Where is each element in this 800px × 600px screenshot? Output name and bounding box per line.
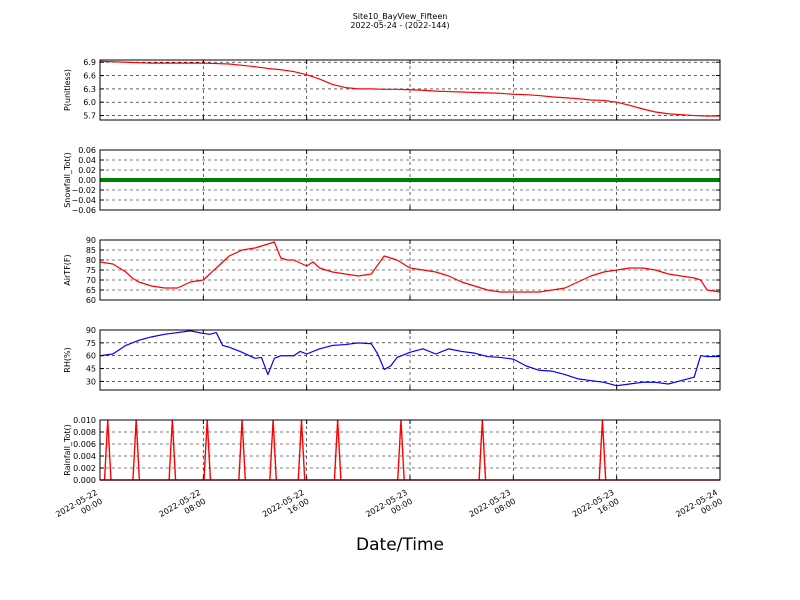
y-tick-label: 45: [86, 365, 96, 374]
y-tick-label: −0.06: [71, 206, 96, 215]
y-tick-label: 0.00: [78, 176, 96, 185]
panel-frame: [99, 419, 721, 481]
y-tick-label: 0.000: [73, 476, 96, 485]
rainfall-spike: [478, 419, 487, 481]
y-tick-label: 0.010: [73, 416, 96, 425]
y-tick-label: 90: [86, 326, 96, 335]
x-axis-label: Date/Time: [356, 535, 444, 555]
rainfall-spike: [132, 419, 141, 481]
p-series: [99, 60, 720, 117]
rainfall-spike: [168, 419, 177, 481]
y-tick-label: 75: [86, 266, 96, 275]
y-axis-label: RH(%): [63, 347, 72, 372]
y-tick-label: 0.02: [78, 166, 96, 175]
airtf-series: [99, 241, 721, 293]
y-tick-label: 70: [86, 276, 96, 285]
y-tick-label: 85: [86, 246, 96, 255]
rh-series: [99, 330, 720, 387]
y-tick-label: 80: [86, 256, 96, 265]
rainfall-spike: [397, 419, 405, 481]
y-tick-label: 0.006: [73, 440, 96, 449]
y-tick-label: 0.004: [73, 452, 96, 461]
panel-frame: [99, 239, 721, 301]
y-tick-label: 60: [86, 352, 96, 361]
y-tick-label: 6.6: [83, 72, 96, 81]
rainfall-spike: [297, 419, 306, 481]
panel-frame: [99, 329, 721, 391]
y-tick-label: 0.06: [78, 146, 96, 155]
rainfall-spike: [269, 419, 278, 481]
y-tick-label: 0.008: [73, 428, 96, 437]
panel-frame: [99, 59, 721, 121]
y-tick-label: 75: [86, 339, 96, 348]
y-tick-label: 60: [86, 296, 96, 305]
y-tick-label: 90: [86, 236, 96, 245]
y-tick-label: 6.3: [83, 85, 96, 94]
panel-frame: [99, 149, 721, 211]
rainfall-spike: [103, 419, 112, 481]
y-tick-label: 30: [86, 377, 96, 386]
y-axis-label: Snowfall_Tot(): [63, 152, 72, 208]
y-tick-label: −0.02: [71, 186, 96, 195]
rainfall-spike: [238, 419, 247, 481]
y-tick-label: 6.0: [83, 98, 96, 107]
chart-title: Site10_BayView_Fifteen: [352, 12, 448, 21]
rainfall-spike: [333, 419, 342, 481]
y-tick-label: 65: [86, 286, 96, 295]
y-axis-label: AirTF(F): [63, 254, 72, 285]
rainfall-spike: [598, 419, 607, 481]
y-tick-label: 0.002: [73, 464, 96, 473]
y-tick-label: 0.04: [78, 156, 96, 165]
y-axis-label: Rainfall_Tot(): [63, 424, 72, 476]
y-tick-label: −0.04: [71, 196, 96, 205]
chart-subtitle: 2022-05-24 - (2022-144): [350, 21, 450, 30]
y-tick-label: 5.7: [83, 112, 96, 121]
rainfall-spike: [203, 419, 212, 481]
y-axis-label: P(unitless): [63, 69, 72, 111]
y-tick-label: 6.9: [83, 58, 96, 67]
